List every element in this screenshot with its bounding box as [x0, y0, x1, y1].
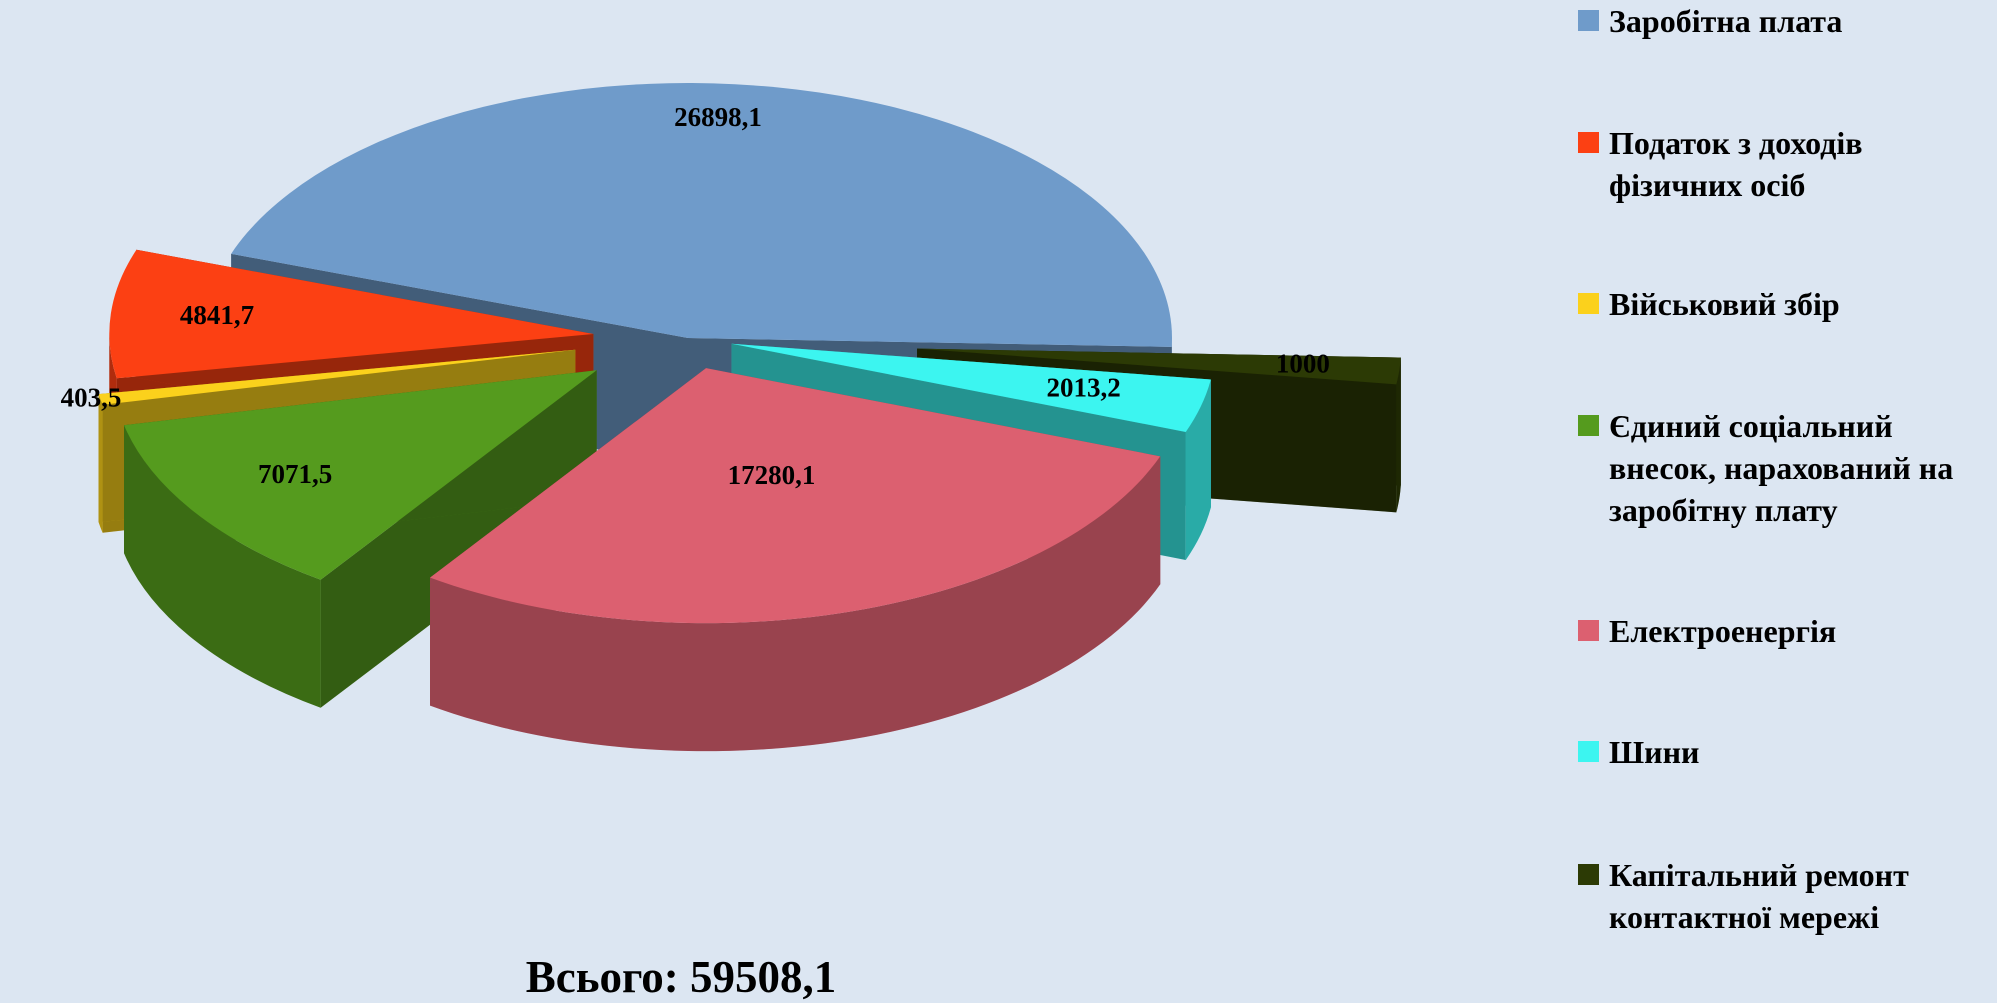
slice-wall-shade [98, 394, 103, 533]
data-label: 7071,5 [258, 459, 332, 489]
legend-swatch [1578, 741, 1599, 762]
legend-label: Шини [1609, 734, 1700, 770]
legend-item: Електроенергія [1578, 610, 1978, 652]
legend-swatch [1578, 415, 1599, 436]
data-label: 403,5 [61, 383, 122, 413]
legend-label: Капітальний ремонт контактної мережі [1609, 857, 1909, 935]
slice [124, 370, 597, 708]
legend-swatch [1578, 293, 1599, 314]
legend-swatch [1578, 10, 1599, 31]
slice-wall-shade [124, 425, 321, 708]
legend-item: Заробітна плата [1578, 0, 1978, 42]
legend-label: Заробітна плата [1609, 3, 1843, 39]
slice-top [231, 82, 1172, 347]
data-label: 17280,1 [728, 460, 816, 490]
slice-wall [124, 425, 321, 708]
slice-wall-shade [1396, 357, 1401, 513]
slice-wall-shade [1185, 379, 1211, 560]
legend-item: Шини [1578, 731, 1978, 773]
slice-top [430, 368, 1161, 624]
slice-top [109, 249, 594, 379]
slice-wall [1185, 379, 1211, 560]
slice-top [731, 343, 1211, 432]
slice-wall-shade [430, 456, 1161, 752]
slice-wall [430, 456, 1161, 752]
legend-item: Єдиний соціальний внесок, нарахований на… [1578, 405, 1978, 531]
slice-top [124, 370, 597, 580]
legend-swatch [1578, 132, 1599, 153]
slice-wall [1396, 357, 1401, 513]
data-label: 4841,7 [180, 300, 254, 330]
legend-label: Податок з доходів фізичних осіб [1609, 125, 1863, 203]
legend-item: Капітальний ремонт контактної мережі [1578, 854, 1978, 938]
data-label: 26898,1 [674, 102, 762, 132]
legend-swatch [1578, 864, 1599, 885]
legend-label: Єдиний соціальний внесок, нарахований на… [1609, 408, 1954, 528]
legend-item: Податок з доходів фізичних осіб [1578, 122, 1978, 206]
data-label: 2013,2 [1047, 373, 1121, 403]
data-label: 1000 [1276, 349, 1330, 379]
slice [430, 368, 1161, 752]
legend-label: Військовий збір [1609, 286, 1840, 322]
legend-item: Військовий збір [1578, 283, 1978, 325]
slice-wall [98, 394, 103, 533]
slice-top [98, 349, 576, 405]
pie-chart: 26898,1 4841,7 403,5 7071,5 17280,1 2013,2 100… [61, 82, 1401, 752]
slice-top [917, 348, 1401, 385]
legend-swatch [1578, 620, 1599, 641]
legend-label: Електроенергія [1609, 613, 1837, 649]
total-label: Всього: 59508,1 [525, 952, 837, 1002]
